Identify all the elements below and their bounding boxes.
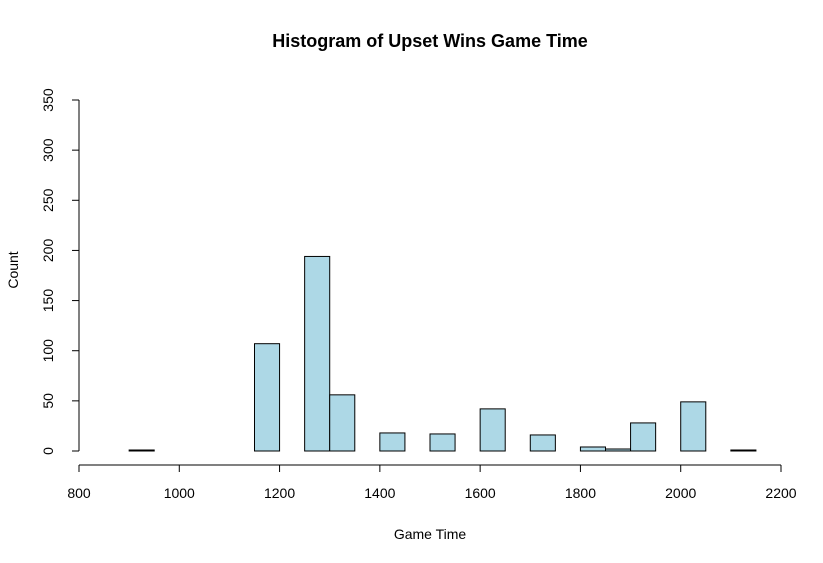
bars-group bbox=[128, 255, 757, 452]
y-axis-label: Count bbox=[5, 251, 21, 288]
chart-title: Histogram of Upset Wins Game Time bbox=[272, 31, 588, 51]
x-tick-label: 1600 bbox=[465, 485, 496, 501]
y-tick-label: 50 bbox=[40, 393, 56, 409]
x-tick-label: 1800 bbox=[565, 485, 596, 501]
y-axis: 0 50 100 150 200 250 300 350 bbox=[40, 88, 80, 455]
y-tick-label: 200 bbox=[40, 239, 56, 263]
x-tick-label: 1400 bbox=[364, 485, 395, 501]
y-tick-label: 0 bbox=[40, 447, 56, 455]
y-tick-label: 300 bbox=[40, 138, 56, 162]
histogram-bar-2 bbox=[304, 255, 331, 452]
y-tick-label: 100 bbox=[40, 339, 56, 363]
x-tick-label: 2200 bbox=[765, 485, 796, 501]
x-axis: 800 1000 1200 1400 1600 1800 2000 2200 bbox=[67, 464, 797, 501]
y-tick-label: 150 bbox=[40, 289, 56, 313]
histogram-bar-6 bbox=[479, 408, 506, 452]
histogram-bar-4 bbox=[379, 432, 406, 452]
histogram-bar-3 bbox=[329, 394, 356, 452]
x-tick-label: 800 bbox=[67, 485, 91, 501]
histogram-bar-12 bbox=[730, 449, 757, 452]
x-tick-label: 1200 bbox=[264, 485, 295, 501]
y-tick-label: 250 bbox=[40, 188, 56, 212]
histogram-bar-1 bbox=[254, 343, 281, 452]
histogram-bar-7 bbox=[529, 434, 556, 452]
histogram-bar-0 bbox=[128, 449, 155, 452]
histogram-bar-8 bbox=[579, 446, 607, 452]
x-tick-label: 1000 bbox=[164, 485, 195, 501]
histogram-bar-11 bbox=[680, 401, 707, 452]
histogram-bar-10 bbox=[630, 422, 657, 452]
histogram-bar-9 bbox=[605, 448, 632, 452]
x-tick-label: 2000 bbox=[665, 485, 696, 501]
y-tick-label: 350 bbox=[40, 88, 56, 112]
histogram-bar-5 bbox=[429, 433, 456, 452]
x-axis-label: Game Time bbox=[394, 526, 467, 542]
